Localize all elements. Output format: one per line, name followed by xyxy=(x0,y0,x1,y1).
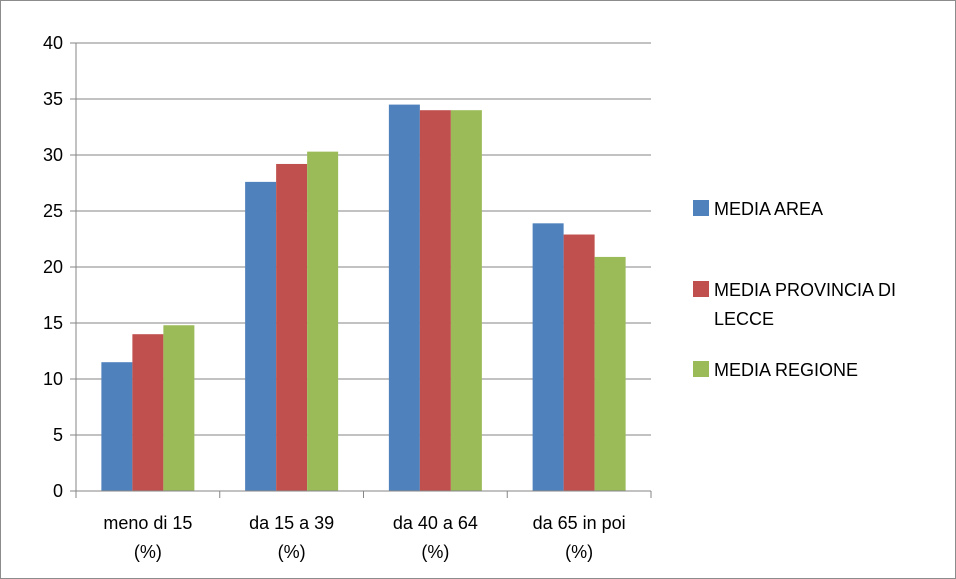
legend-label: LECCE xyxy=(714,309,774,329)
y-tick-label: 30 xyxy=(43,145,63,165)
y-tick-label: 25 xyxy=(43,201,63,221)
bar xyxy=(563,234,595,491)
y-axis: 0 5 10 15 20 25 30 35 40 xyxy=(43,33,77,501)
x-tick-label: (%) xyxy=(565,542,593,562)
y-tick-label: 10 xyxy=(43,369,63,389)
x-tick-label: meno di 15 xyxy=(103,513,192,533)
bar xyxy=(594,256,626,491)
legend-label: MEDIA PROVINCIA DI xyxy=(714,280,896,300)
legend-label: MEDIA REGIONE xyxy=(714,360,858,380)
bar xyxy=(388,104,420,491)
x-tick-label: (%) xyxy=(421,542,449,562)
bar xyxy=(419,110,451,491)
bar xyxy=(307,151,339,491)
x-tick-label: da 40 a 64 xyxy=(393,513,478,533)
y-tick-label: 40 xyxy=(43,33,63,53)
y-tick-label: 5 xyxy=(53,425,63,445)
y-tick-label: 0 xyxy=(53,481,63,501)
legend-swatch xyxy=(693,361,709,377)
x-tick-label: da 15 a 39 xyxy=(249,513,334,533)
x-axis: meno di 15 (%) da 15 a 39 (%) da 40 a 64 (%) d… xyxy=(75,490,652,562)
x-tick-label: (%) xyxy=(278,542,306,562)
bar xyxy=(245,181,277,491)
bar xyxy=(163,325,195,491)
legend: MEDIA AREA MEDIA PROVINCIA DI LECCE MEDIA R… xyxy=(693,199,896,380)
y-tick-label: 35 xyxy=(43,89,63,109)
y-tick-label: 15 xyxy=(43,313,63,333)
bars xyxy=(101,104,626,491)
bar xyxy=(276,163,308,491)
legend-label: MEDIA AREA xyxy=(714,199,823,219)
legend-swatch xyxy=(693,200,709,216)
x-tick-label: (%) xyxy=(134,542,162,562)
y-tick-label: 20 xyxy=(43,257,63,277)
x-tick-label: da 65 in poi xyxy=(533,513,626,533)
bar xyxy=(450,110,482,491)
bar xyxy=(532,223,564,491)
bar xyxy=(101,362,133,491)
legend-swatch xyxy=(693,281,709,297)
bar xyxy=(132,334,164,491)
